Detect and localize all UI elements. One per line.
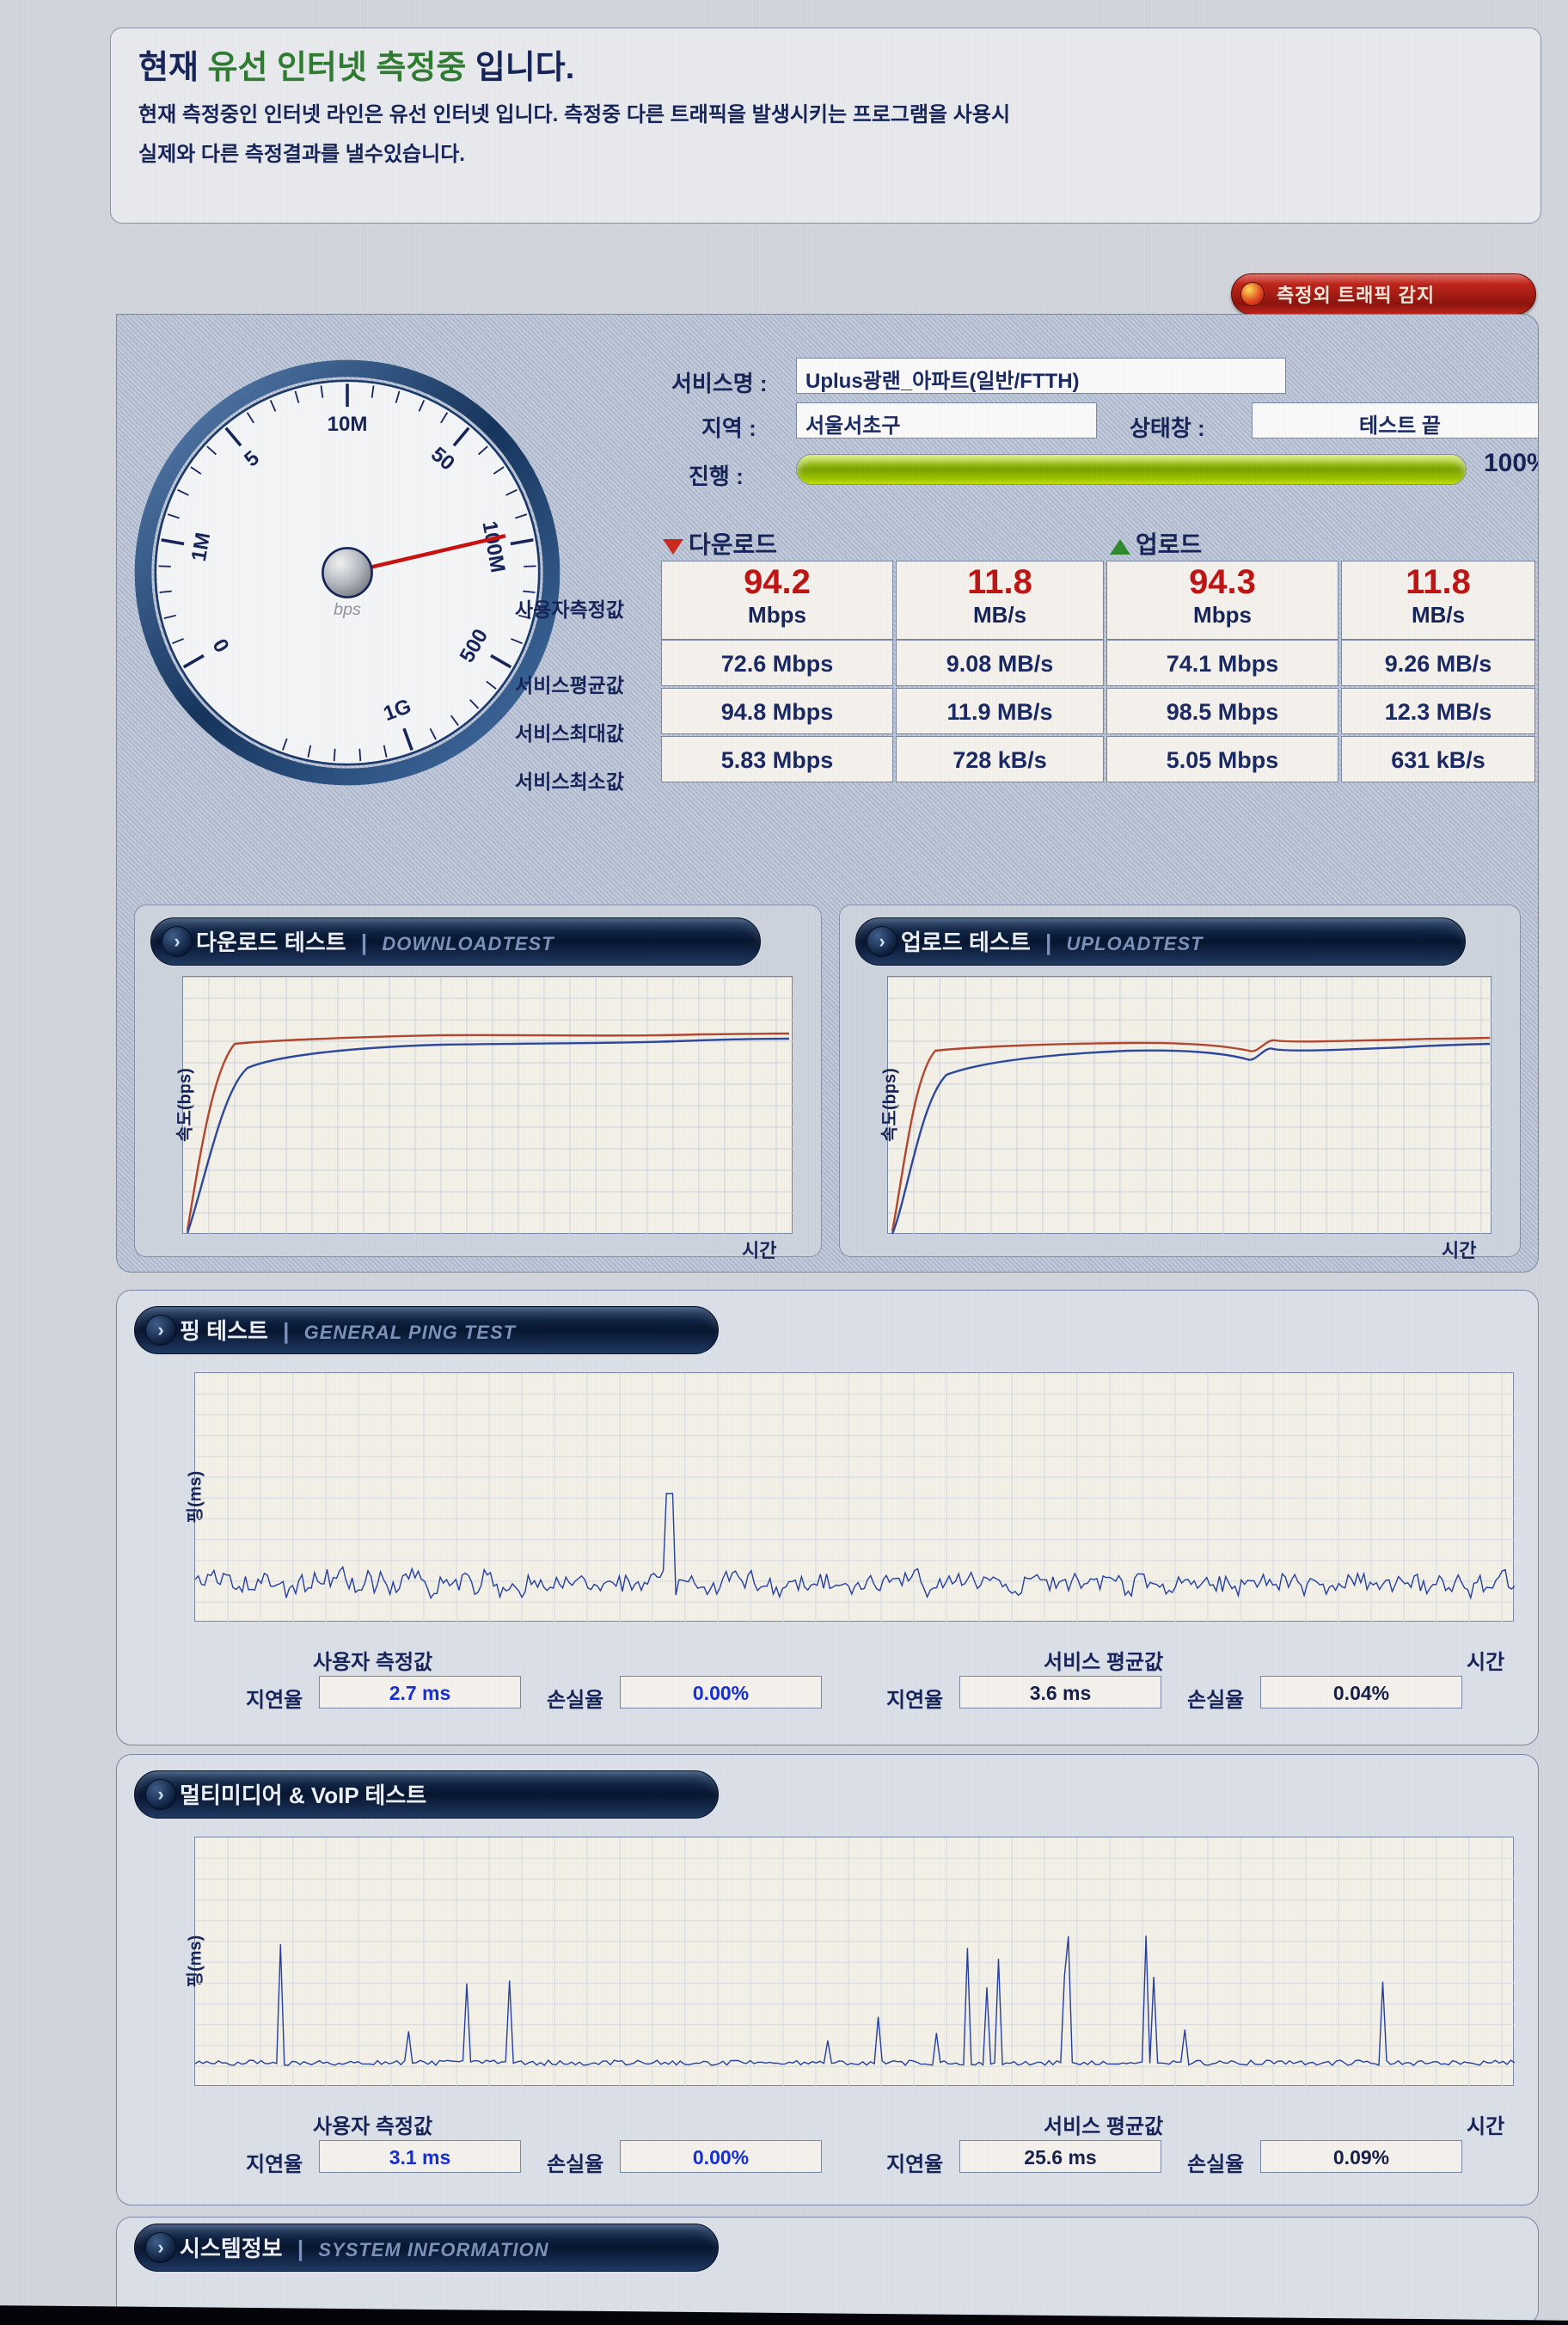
svg-text:10M: 10M [328,413,368,436]
